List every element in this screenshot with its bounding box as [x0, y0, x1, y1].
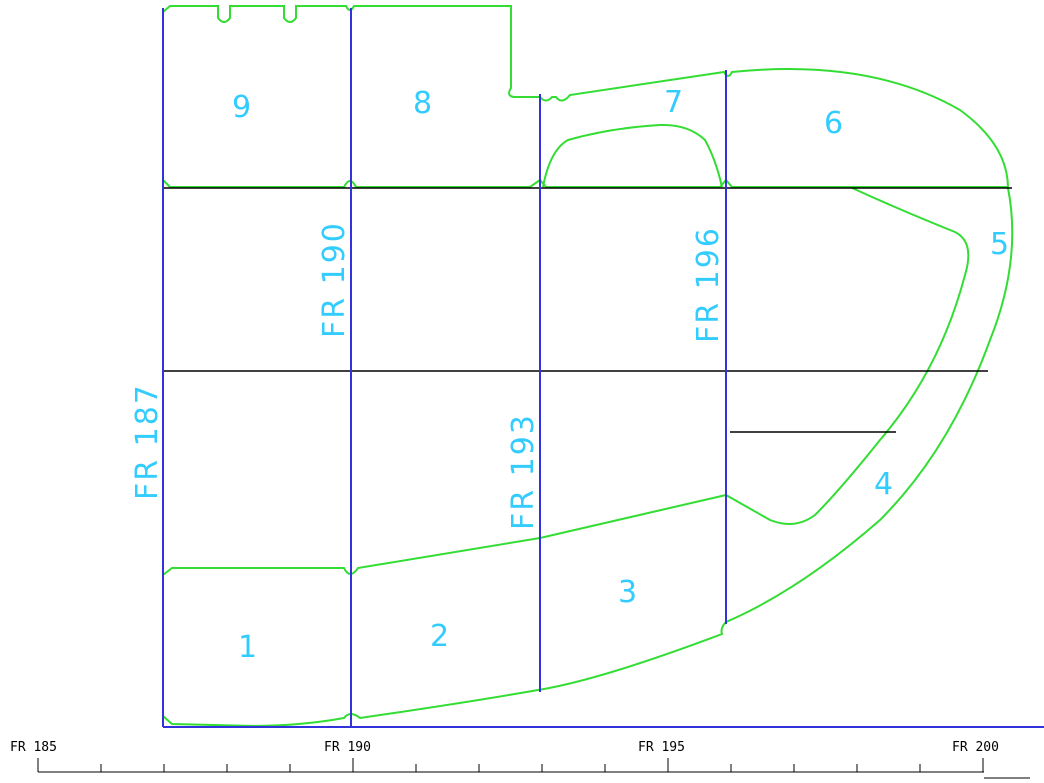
panel-label-3: 3: [618, 575, 637, 610]
scale-label-190: FR 190: [324, 740, 371, 755]
scale-label-195: FR 195: [638, 740, 685, 755]
top-deck-bottom-edge: [162, 178, 1008, 188]
panel-label-5: 5: [990, 227, 1009, 262]
panel-label-4: 4: [874, 467, 893, 502]
panel-label-1: 1: [238, 630, 257, 665]
panel-label-9: 9: [232, 90, 251, 125]
panel-labels: 1 2 3 4 5 6 7 8 9: [232, 85, 1009, 665]
frame-label-196: FR 196: [691, 226, 726, 343]
frame-scale: FR 185 FR 190 FR 195 FR 200: [10, 740, 1030, 779]
frame-label-193: FR 193: [506, 413, 541, 530]
outer-hull: [249, 187, 1014, 727]
panel-label-8: 8: [413, 86, 432, 121]
frame-lines: [162, 8, 1044, 728]
panel-7-cutout: [542, 123, 723, 188]
panel-label-2: 2: [430, 619, 449, 654]
deck-lines: [163, 187, 1012, 433]
frame-labels: FR 187 FR 190 FR 193 FR 196: [130, 221, 726, 530]
lower-panels-upper-edge: [162, 494, 727, 576]
panel-1-corner: [162, 715, 256, 727]
scale-label-200: FR 200: [952, 740, 999, 755]
panel-label-7: 7: [664, 85, 683, 120]
frame-label-187: FR 187: [130, 383, 165, 500]
scale-ticks: [37, 758, 984, 772]
top-panel-outline: [162, 5, 1009, 189]
panel-label-6: 6: [824, 106, 843, 141]
panel-outlines: [162, 5, 1014, 727]
scale-label-185: FR 185: [10, 740, 57, 755]
panel-5-inner-boundary: [725, 186, 970, 525]
frame-label-190: FR 190: [317, 221, 352, 338]
